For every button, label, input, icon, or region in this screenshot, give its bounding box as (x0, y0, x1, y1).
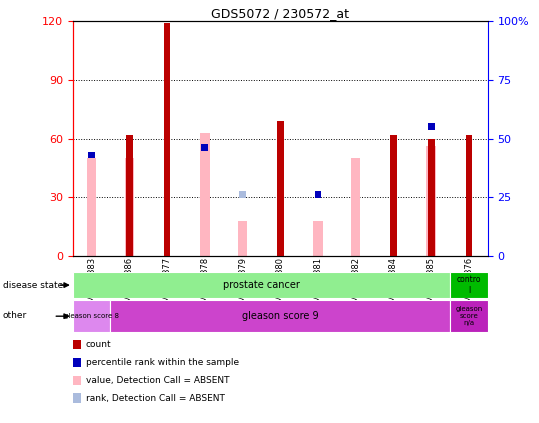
Bar (87, 158, 96, 256)
Text: disease state: disease state (3, 280, 63, 290)
Bar (466, 151, 472, 158)
Bar (450, 300, 488, 332)
Bar (238, 221, 247, 256)
Bar (313, 221, 323, 256)
Bar (351, 158, 361, 256)
Bar (73, 300, 110, 332)
Bar (315, 192, 321, 198)
Bar (315, 192, 321, 198)
Text: contro
l: contro l (457, 275, 481, 295)
Bar (390, 135, 397, 256)
Bar (126, 135, 133, 142)
Bar (466, 135, 472, 256)
Bar (126, 135, 133, 256)
Bar (428, 124, 434, 130)
Text: count: count (86, 340, 112, 349)
Bar (277, 151, 284, 158)
Bar (428, 139, 434, 256)
Bar (164, 23, 170, 256)
Title: GDS5072 / 230572_at: GDS5072 / 230572_at (211, 7, 349, 20)
Bar (426, 146, 436, 256)
Bar (277, 121, 284, 256)
Bar (164, 107, 170, 114)
Bar (125, 158, 134, 256)
Bar (202, 145, 208, 151)
Text: other: other (3, 311, 27, 321)
Bar (450, 272, 488, 298)
Text: prostate cancer: prostate cancer (223, 280, 300, 290)
Bar (110, 300, 450, 332)
Text: percentile rank within the sample: percentile rank within the sample (86, 358, 239, 367)
Bar (88, 151, 95, 158)
Text: gleason score 8: gleason score 8 (64, 313, 119, 319)
Text: gleason
score
n/a: gleason score n/a (455, 306, 482, 326)
Bar (200, 133, 210, 256)
Bar (390, 140, 397, 147)
Bar (239, 192, 246, 198)
Text: value, Detection Call = ABSENT: value, Detection Call = ABSENT (86, 376, 229, 385)
Text: rank, Detection Call = ABSENT: rank, Detection Call = ABSENT (86, 393, 225, 403)
Text: gleason score 9: gleason score 9 (242, 311, 319, 321)
